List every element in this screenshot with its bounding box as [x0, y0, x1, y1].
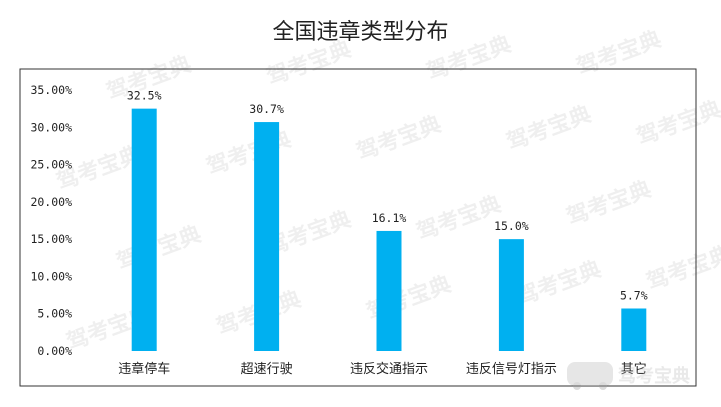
x-category-label: 违反信号灯指示 [466, 362, 557, 377]
y-tick-label: 35.00% [30, 83, 72, 97]
watermark-text: 驾考宝典 [633, 96, 721, 151]
watermark-text: 驾考宝典 [643, 241, 721, 296]
bar [254, 122, 280, 352]
data-label: 30.7% [249, 102, 284, 116]
watermark-text: 驾考宝典 [413, 191, 505, 246]
y-tick-label: 15.00% [30, 232, 72, 246]
x-category-label: 违章停车 [118, 361, 170, 377]
x-category-label: 其它 [621, 361, 647, 377]
y-tick-label: 30.00% [30, 120, 72, 134]
x-category-label: 超速行驶 [241, 362, 293, 377]
watermark-text: 驾考宝典 [573, 26, 665, 81]
x-category-label: 违反交通指示 [350, 361, 428, 377]
bar [498, 239, 524, 351]
bar [376, 230, 402, 351]
data-label: 5.7% [620, 288, 648, 302]
watermark-text: 驾考宝典 [513, 256, 605, 311]
watermark-text: 驾考宝典 [563, 176, 655, 231]
y-tick-label: 20.00% [30, 195, 72, 209]
y-tick-label: 25.00% [30, 158, 72, 172]
y-tick-label: 0.00% [37, 344, 72, 358]
bar [131, 108, 157, 352]
bar [621, 308, 647, 351]
chart-title: 全国违章类型分布 [272, 20, 449, 45]
watermark-text: 驾考宝典 [423, 31, 515, 86]
watermark-text: 驾考宝典 [263, 36, 355, 91]
watermark-text: 驾考宝典 [503, 101, 595, 156]
brand-logo-watermark: 驾考宝典 [567, 362, 690, 390]
data-label: 16.1% [372, 211, 407, 225]
y-tick-label: 5.00% [37, 307, 72, 321]
watermark-text: 驾考宝典 [113, 221, 205, 276]
data-label: 32.5% [127, 89, 162, 103]
watermark-text: 驾考宝典 [203, 126, 295, 181]
watermark-text: 驾考宝典 [353, 111, 445, 166]
plot-frame [19, 68, 697, 387]
data-label: 15.0% [494, 219, 529, 233]
y-tick-label: 10.00% [30, 269, 72, 283]
brand-logo-text: 驾考宝典 [618, 365, 690, 387]
